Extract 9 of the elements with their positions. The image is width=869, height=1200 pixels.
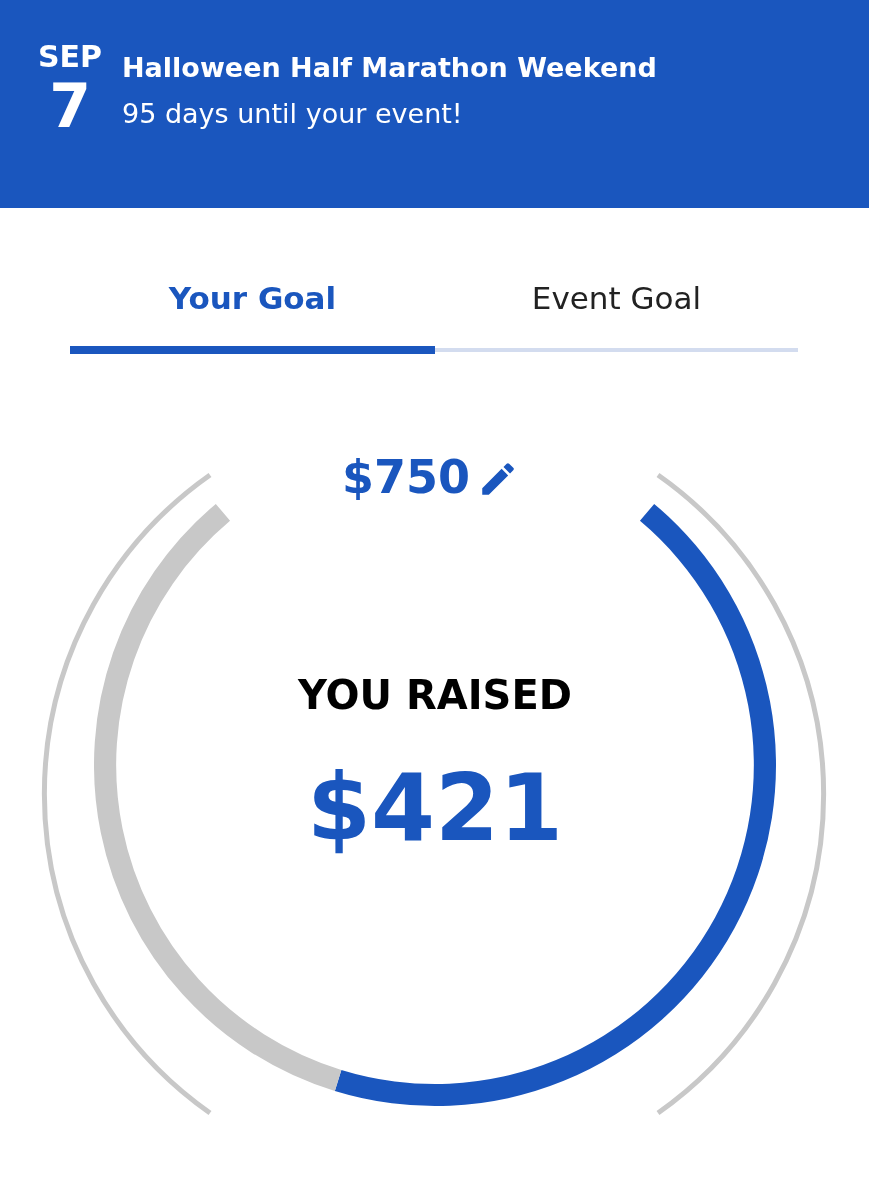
text: $750 [340, 450, 470, 504]
chart-title: Halloween Half Marathon Weekend [122, 52, 657, 83]
text: YOU RAISED [297, 672, 573, 718]
text: Your Goal [167, 280, 338, 316]
text: Event Goal [530, 280, 703, 316]
text: $421 [305, 755, 565, 862]
text: SEP [36, 39, 104, 74]
text: 7 [48, 71, 92, 141]
chart-subtitle: 95 days until your event! [122, 98, 463, 129]
